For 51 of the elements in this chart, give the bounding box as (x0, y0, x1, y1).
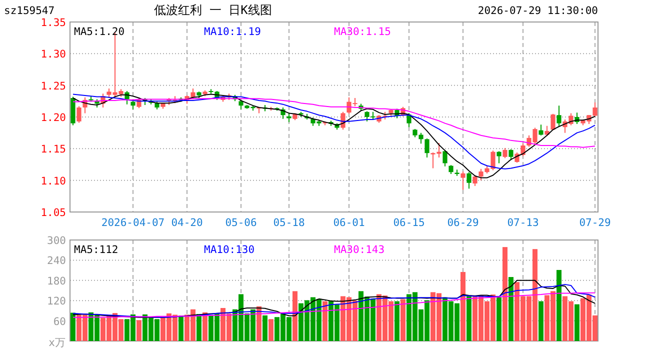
bar (292, 291, 298, 341)
y-tick-label: 1.35 (40, 17, 66, 29)
y-tick-label: 1.25 (40, 80, 66, 92)
bar (556, 270, 562, 341)
bar (70, 312, 76, 341)
y-tick-label: 180 (47, 275, 66, 288)
bar (496, 297, 502, 341)
bar (460, 272, 466, 341)
bar (574, 304, 580, 341)
y-tick-label: 60 (53, 316, 66, 328)
bar (508, 277, 514, 341)
y-tick-label: 1.30 (40, 48, 66, 61)
x-tick-label: 04-20 (171, 217, 203, 229)
x-tick-label: 2026-04-07 (101, 217, 165, 229)
x-tick-label: 06-01 (333, 217, 365, 229)
bar (502, 247, 508, 341)
text: MA30:1.15 (334, 26, 391, 38)
y-tick-label: 1.05 (40, 207, 66, 219)
bar (202, 312, 208, 341)
bar (400, 299, 406, 341)
x-tick-label: 06-15 (393, 217, 425, 229)
bar (466, 295, 472, 341)
bar (268, 319, 274, 341)
line-series (72, 292, 596, 318)
text: sz159547 (4, 5, 55, 17)
y-tick-label: 1.10 (40, 175, 66, 188)
text: MA5:1.20 (74, 26, 125, 38)
bar (262, 315, 268, 341)
x-tick-label: 07-29 (579, 217, 611, 229)
text: MA10:130 (204, 244, 255, 256)
bar (538, 301, 544, 341)
bar (394, 301, 400, 341)
x-tick-label: 05-06 (225, 217, 257, 229)
y-tick-label: 1.15 (40, 144, 66, 156)
bar (178, 316, 184, 341)
bar (196, 314, 202, 341)
y-tick-label: 120 (47, 296, 66, 308)
y-tick-label: 300 (47, 235, 66, 247)
chart-title: 低波红利 一 日K线图 (154, 3, 272, 17)
text: 2026-07-29 11:30:00 (478, 5, 598, 17)
x-tick-label: 06-29 (447, 217, 479, 229)
bar (136, 320, 142, 341)
x-tick-label: 05-18 (273, 217, 305, 229)
text: MA30:143 (334, 244, 385, 256)
y-tick-label: 240 (47, 255, 66, 268)
x-tick-label: 07-13 (507, 217, 539, 229)
y-axis-title: x万 (48, 337, 66, 349)
text: MA10:1.19 (204, 26, 261, 38)
text: MA5:112 (74, 244, 118, 256)
bar (322, 301, 328, 341)
y-tick-label: 1.20 (40, 112, 66, 124)
